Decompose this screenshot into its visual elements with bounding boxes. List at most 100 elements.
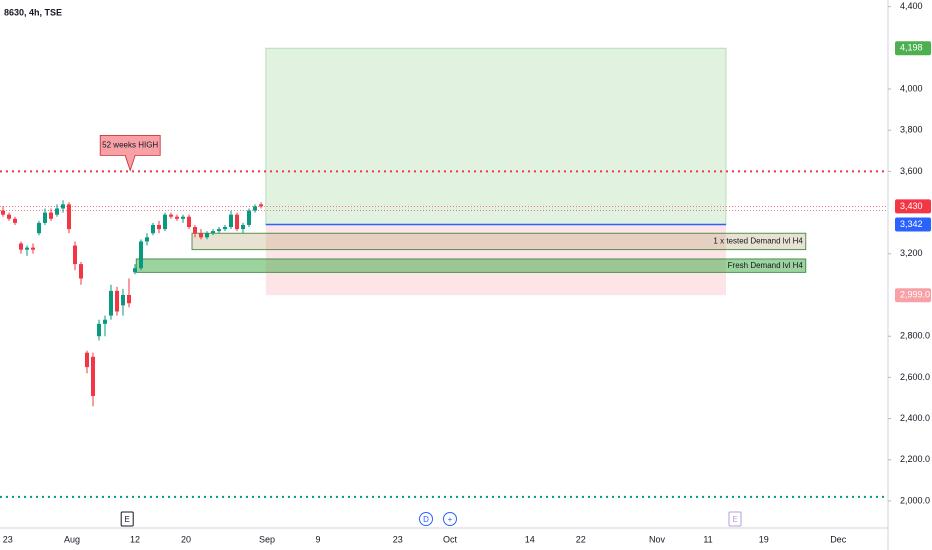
candle [163, 212, 167, 232]
candle [109, 284, 113, 320]
candle [67, 202, 71, 234]
x-tick-label: 23 [3, 534, 13, 544]
candle [235, 212, 239, 232]
candle-body [7, 214, 11, 219]
candle [193, 224, 197, 238]
price-badge [895, 288, 931, 303]
candle [175, 214, 179, 221]
zone-label: 1 x tested Demand lvl H4 [713, 237, 803, 246]
candle-body [103, 319, 107, 324]
x-tick-label: 14 [525, 534, 535, 544]
y-tick-label: 2,400.0 [900, 413, 930, 423]
candle-body [253, 206, 257, 211]
candle-body [175, 216, 179, 219]
candle [253, 204, 257, 213]
candle-body [91, 356, 95, 396]
candle [259, 202, 263, 209]
y-tick-label: 4,400 [900, 1, 923, 11]
candle-body [151, 224, 155, 234]
candle-body [187, 216, 191, 228]
candle-body [31, 247, 35, 250]
x-tick-label: 20 [181, 534, 191, 544]
candle [157, 220, 161, 234]
candle-body [43, 212, 47, 223]
event-label: E [732, 515, 737, 524]
candle [79, 262, 83, 285]
candle [97, 319, 101, 341]
price-badge [895, 217, 931, 232]
y-tick-label: 2,800.0 [900, 331, 930, 341]
candle [229, 210, 233, 230]
candle-body [67, 204, 71, 230]
candle-body [1, 210, 5, 215]
candle [85, 350, 89, 374]
x-tick-label: Nov [649, 534, 666, 544]
x-tick-label: 11 [703, 534, 712, 544]
candle [31, 243, 35, 254]
x-tick-label: 9 [315, 534, 320, 544]
price-badge-label: 4,198 [900, 43, 923, 53]
candle-body [49, 212, 53, 219]
candle [139, 239, 143, 271]
candle-body [205, 233, 209, 238]
candle [241, 222, 245, 234]
candle [181, 214, 185, 223]
zone-label: Fresh Demand lvl H4 [728, 261, 804, 270]
x-tick-label: Aug [64, 534, 80, 544]
x-tick-label: 19 [759, 534, 769, 544]
chart-title: 8630, 4h, TSE [4, 7, 62, 17]
candle [211, 229, 215, 236]
candle-body [127, 295, 131, 304]
candle-body [97, 323, 101, 337]
candle [49, 208, 53, 221]
candle [151, 222, 155, 236]
price-badge-label: 3,342 [900, 219, 923, 229]
y-tick-label: 4,000 [900, 83, 923, 93]
candle [103, 315, 107, 337]
y-tick-label: 3,800 [900, 125, 923, 135]
x-tick-label: 12 [130, 534, 140, 544]
candle-body [121, 295, 125, 306]
x-tick-label: Dec [830, 534, 847, 544]
candle [145, 233, 149, 246]
candle-body [55, 208, 59, 215]
x-tick-label: 23 [393, 534, 403, 544]
candle-body [181, 216, 185, 219]
candle [205, 231, 209, 240]
demand-zone [191, 232, 807, 251]
candle [115, 286, 119, 316]
event-marker [120, 511, 134, 527]
candle-body [37, 222, 41, 234]
candle-body [25, 247, 29, 250]
y-tick-label: 2,600.0 [900, 372, 930, 382]
event-marker [728, 511, 742, 527]
candle-body [229, 214, 233, 228]
x-tick-label: Oct [443, 534, 458, 544]
candle [133, 264, 137, 275]
candle-body [73, 245, 77, 265]
y-tick-label: 3,200 [900, 248, 923, 258]
candle [217, 227, 221, 234]
candle-body [235, 214, 239, 230]
candle [127, 278, 131, 308]
candle-body [259, 204, 263, 207]
event-marker [443, 512, 457, 526]
candle [43, 208, 47, 225]
candle-body [79, 264, 83, 279]
candle [25, 245, 29, 256]
candle [223, 224, 227, 232]
candle [61, 200, 65, 213]
candle-body [223, 227, 227, 230]
event-label: E [125, 515, 130, 524]
candle-body [139, 241, 143, 269]
y-tick-label: 2,000.0 [900, 495, 930, 505]
candle [1, 206, 5, 217]
candle [7, 212, 11, 221]
candle-body [13, 218, 17, 223]
event-label: + [448, 515, 453, 524]
event-label: D [423, 515, 429, 524]
candle [187, 214, 191, 230]
candle [55, 204, 59, 217]
candle-body [85, 352, 89, 368]
